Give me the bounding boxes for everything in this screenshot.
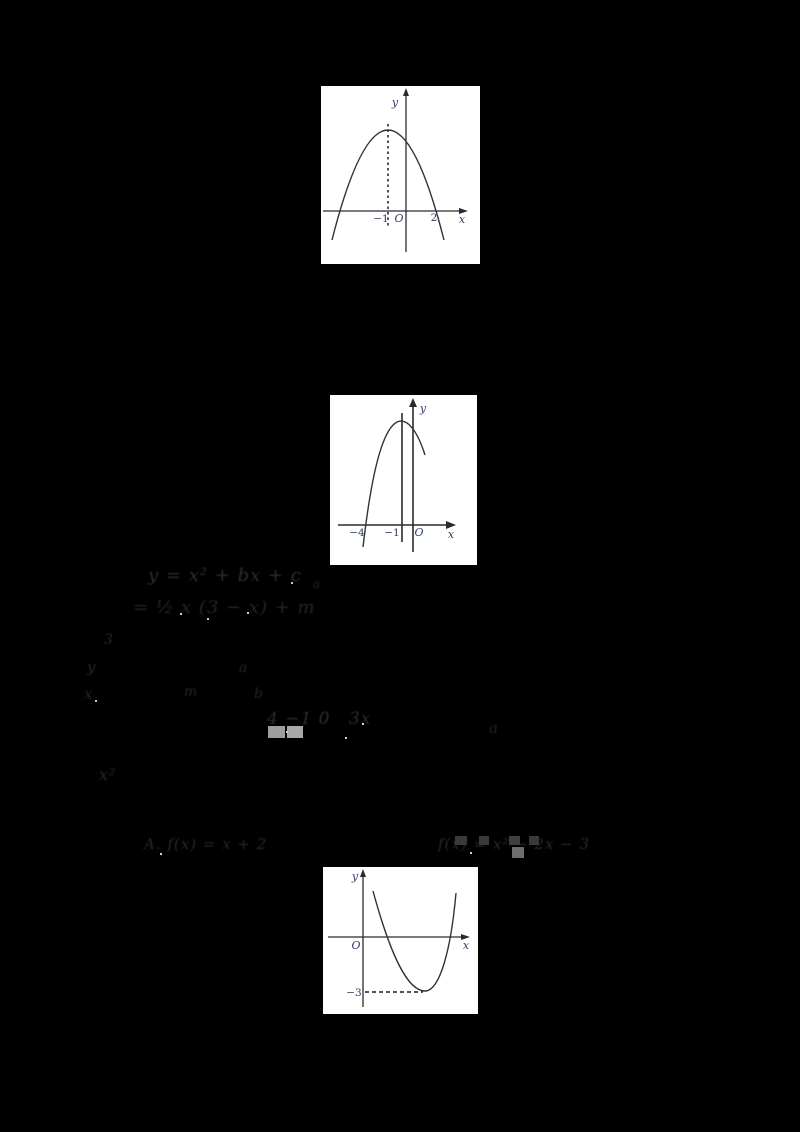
figure-parabola-down-1: y x O −1 2 (321, 86, 480, 264)
x-axis-label: x (448, 528, 455, 541)
noise-speckle (362, 723, 364, 725)
noise-speckle (291, 582, 293, 584)
ghost-text-fragment: m (184, 684, 199, 700)
figure-parabola-up: y x O −3 (323, 867, 478, 1014)
parabola-curve (331, 129, 445, 241)
x-axis-arrow-icon (459, 208, 468, 214)
noise-speckle (345, 737, 347, 739)
ghost-text-fragment: x² (99, 765, 117, 784)
y-axis-label: y (351, 870, 359, 883)
origin-label: O (414, 526, 423, 539)
highlight-block (529, 836, 539, 845)
noise-speckle (286, 731, 288, 733)
tick-2: 2 (431, 212, 438, 224)
ghost-text-fragment: A. f(x) = x + 2 (144, 835, 268, 853)
tick-minus3: −3 (346, 987, 361, 999)
ghost-text-fragment: 4 −1 0 (267, 709, 331, 729)
noise-speckle (247, 612, 249, 614)
parabola-curve (362, 420, 426, 548)
ghost-text-fragment: x (84, 685, 94, 703)
x-axis-arrow-icon (461, 934, 470, 940)
origin-label: O (394, 212, 403, 225)
x-axis-label: x (463, 939, 470, 952)
y-axis-label: y (391, 96, 399, 109)
y-axis-arrow-icon (360, 869, 366, 877)
tick-minus4: −4 (349, 527, 365, 539)
y-axis-arrow-icon (403, 88, 409, 96)
y-axis-arrow-icon (409, 398, 417, 407)
ghost-text-fragment: a (489, 719, 499, 737)
y-axis-label: y (419, 402, 427, 415)
figure3-plot: y x O −3 (328, 869, 470, 1007)
x-axis-arrow-icon (446, 521, 456, 529)
figure2-plot: y x O −4 −1 (338, 398, 456, 552)
highlight-block (479, 836, 489, 845)
ghost-text-fragment: 3 (104, 632, 114, 648)
ghost-text-fragment: y = x² + bx + c (148, 565, 302, 586)
noise-speckle (207, 618, 209, 620)
ghost-text-fragment: a (239, 660, 249, 676)
x-axis-label: x (459, 213, 466, 226)
parabola-curve (372, 890, 457, 992)
origin-label: O (351, 939, 360, 952)
highlight-block (287, 726, 303, 738)
figure1-plot: y x O −1 2 (323, 88, 468, 252)
tick-minus1: −1 (373, 213, 388, 225)
figure-parabola-down-2: y x O −4 −1 (330, 395, 477, 565)
highlight-block (509, 836, 520, 845)
highlight-block (512, 847, 524, 858)
highlight-block (455, 836, 467, 845)
highlight-block (268, 726, 285, 738)
noise-speckle (180, 613, 182, 615)
noise-speckle (470, 852, 472, 854)
ghost-text-fragment: a (313, 577, 322, 591)
noise-speckle (95, 700, 97, 702)
ghost-text-fragment: = ½ x (3 − x) + m (133, 597, 316, 618)
noise-speckle (160, 853, 162, 855)
ghost-text-fragment: 3x (349, 709, 372, 729)
tick-minus1: −1 (384, 527, 399, 539)
ghost-text-fragment: y (87, 658, 97, 676)
ghost-text-fragment: b (254, 686, 264, 702)
